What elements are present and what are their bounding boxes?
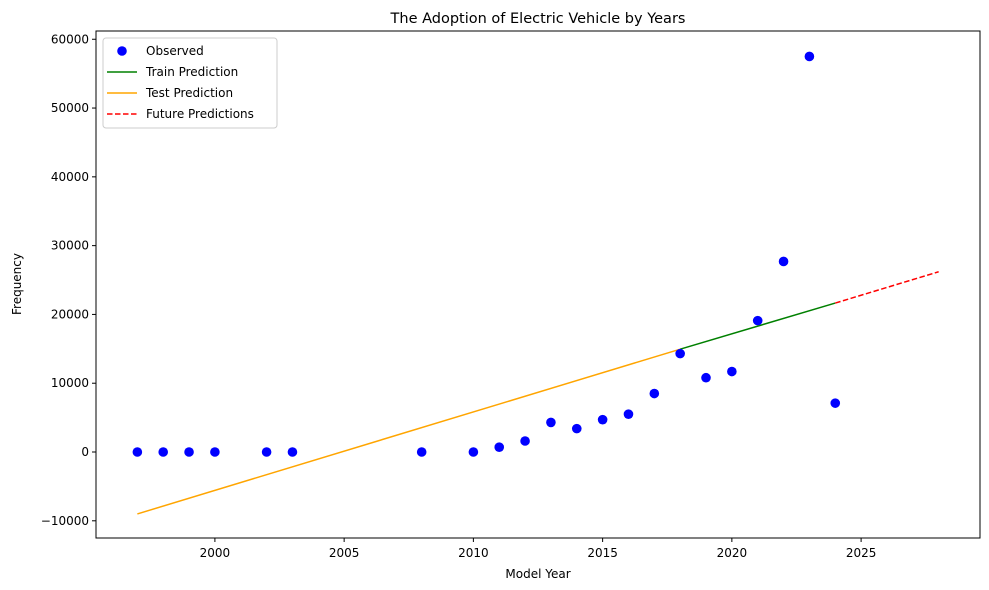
observed-point-1999	[184, 447, 194, 457]
x-axis-label: Model Year	[505, 567, 570, 581]
y-tick-label-10000: 10000	[51, 376, 89, 390]
x-tick-label-2015: 2015	[587, 546, 618, 560]
observed-point-2002	[261, 447, 272, 457]
y-tick-label-0: 0	[81, 445, 89, 459]
legend-label-test-prediction: Test Prediction	[145, 86, 233, 100]
y-tick-label-60000: 60000	[51, 32, 89, 46]
observed-point-2012	[520, 436, 530, 446]
observed-point-2008	[416, 447, 427, 457]
observed-point-2024	[830, 398, 841, 408]
axes-frame	[95, 30, 981, 539]
series-line-test-prediction	[137, 348, 681, 515]
legend-label-train-prediction: Train Prediction	[145, 65, 238, 79]
legend-label-observed: Observed	[146, 44, 204, 58]
observed-point-2014	[571, 423, 582, 434]
observed-point-2015	[597, 414, 608, 425]
chart-title: The Adoption of Electric Vehicle by Year…	[390, 11, 686, 27]
observed-point-2018	[675, 348, 685, 359]
y-tick-label-50000: 50000	[51, 101, 89, 115]
observed-point-2016	[623, 409, 634, 419]
y-tick-label-40000: 40000	[51, 170, 89, 184]
observed-point-2021	[752, 315, 763, 326]
observed-point-2000	[210, 447, 220, 457]
legend-label-future-predictions: Future Predictions	[146, 107, 254, 121]
x-tick-label-2005: 2005	[329, 546, 360, 560]
observed-point-2003	[287, 447, 298, 457]
x-tick-label-2020: 2020	[717, 546, 748, 560]
y-tick-label-30000: 30000	[51, 239, 89, 253]
observed-point-2013	[546, 417, 556, 428]
observed-point-2020	[727, 366, 737, 377]
x-tick-label-2000: 2000	[200, 546, 231, 560]
x-tick-label-2025: 2025	[846, 546, 877, 560]
legend: Observed Train Prediction Test Prediction F…	[102, 37, 278, 129]
observed-point-2023	[804, 51, 815, 62]
y-tick-label-20000: 20000	[51, 307, 89, 321]
observed-point-1998	[158, 447, 169, 457]
observed-point-2017	[649, 388, 660, 399]
legend-box	[102, 37, 278, 129]
observed-point-2022	[778, 256, 789, 267]
observed-point-2019	[701, 372, 711, 383]
y-tick-label--10000: −10000	[41, 514, 89, 528]
series-line-train-prediction	[679, 302, 836, 350]
y-axis-label: Frequency	[10, 253, 24, 315]
observed-point-1997	[132, 447, 143, 457]
x-tick-label-2010: 2010	[458, 546, 489, 560]
observed-point-2011	[494, 442, 505, 452]
observed-point-2010	[468, 447, 479, 457]
series-line-future-predictions	[835, 271, 939, 304]
legend-marker-observed	[117, 46, 127, 56]
plot-area: 2000 2005 2010 2015 2020 2025 −10000 0 10000 2000…	[41, 30, 981, 560]
